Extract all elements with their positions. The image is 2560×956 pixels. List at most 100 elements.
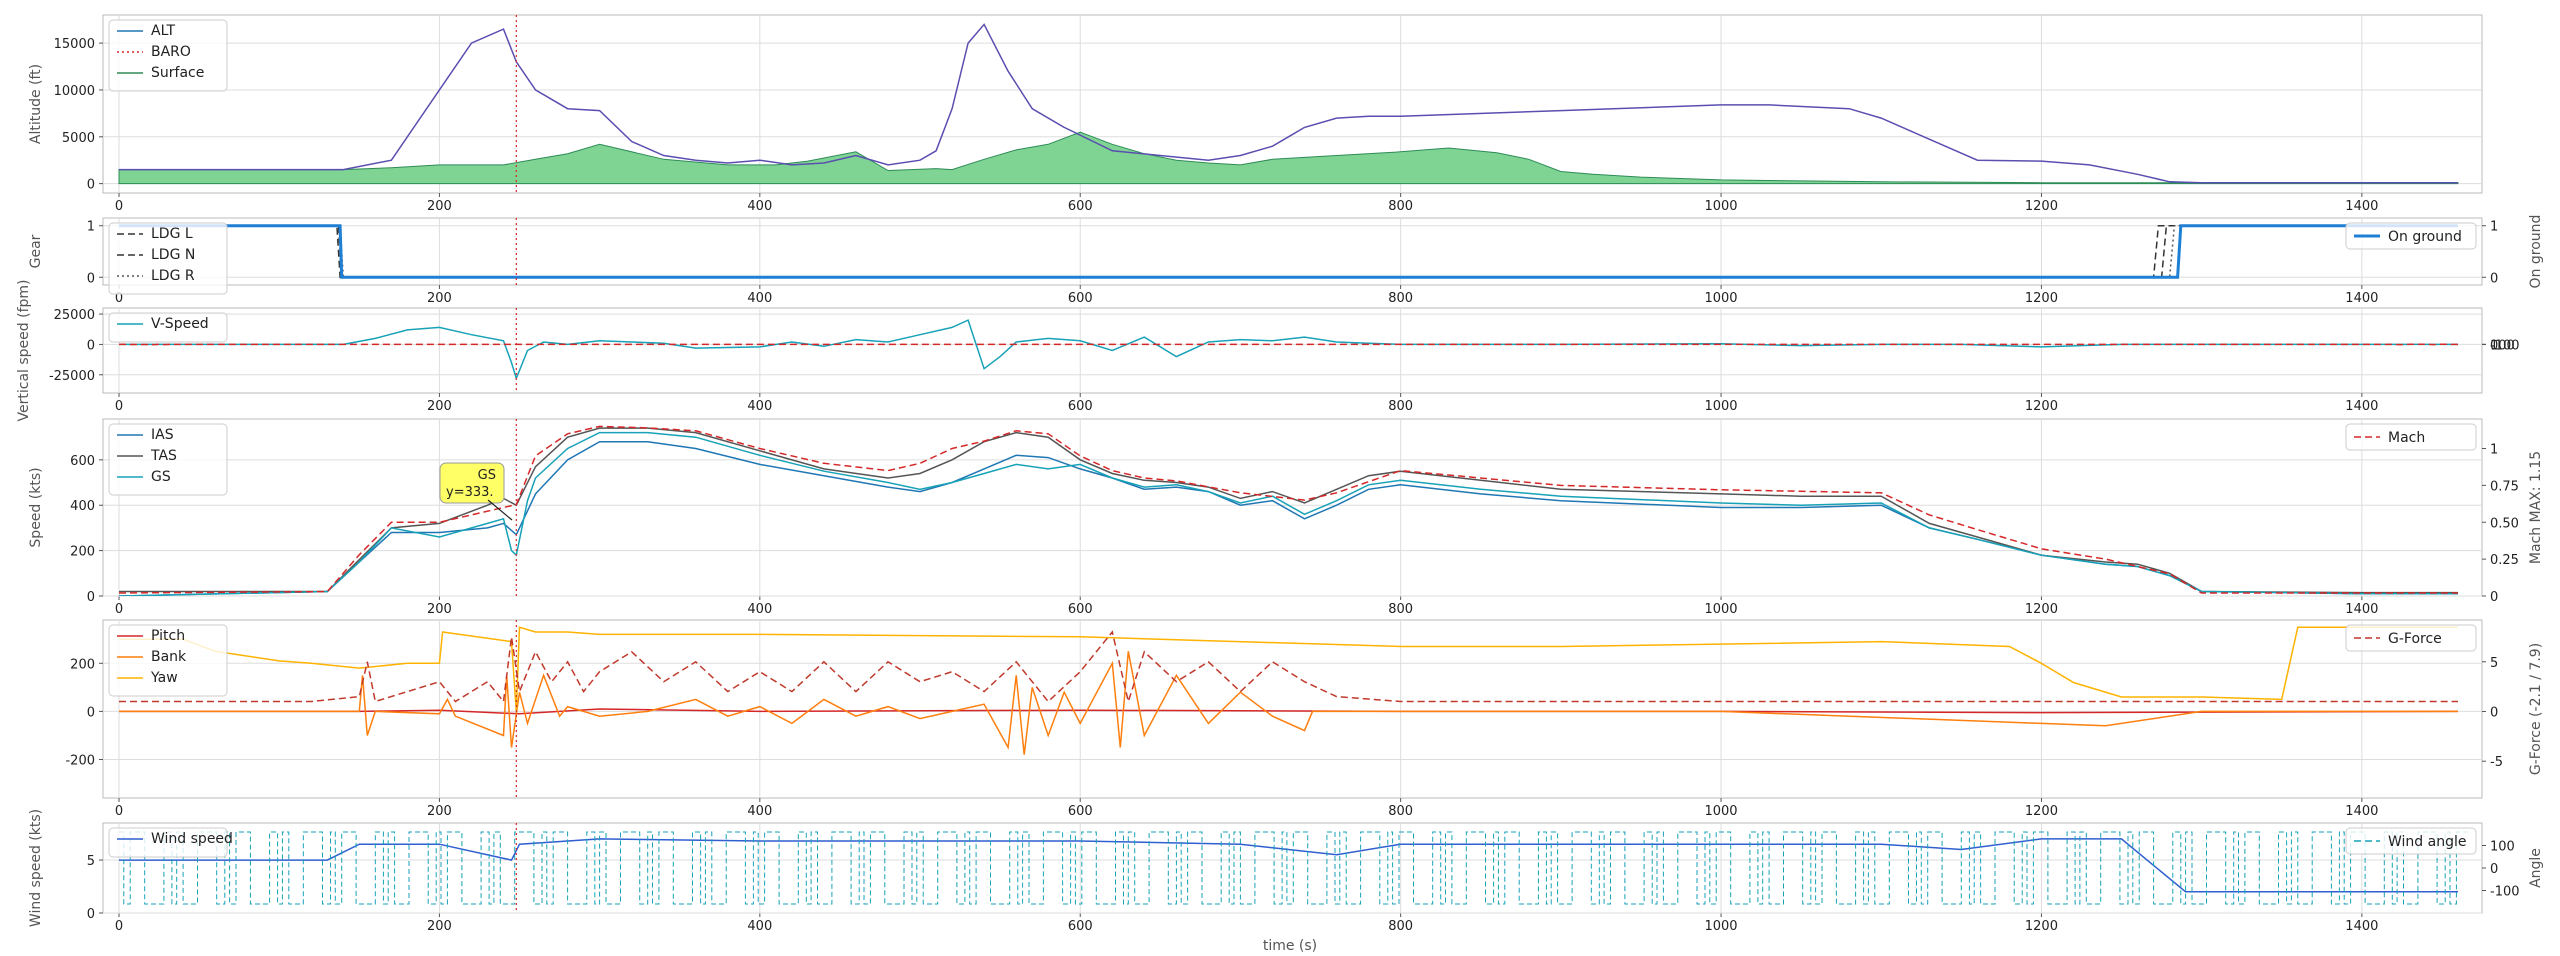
legend-right: On ground bbox=[2345, 222, 2477, 250]
legend-label: TAS bbox=[150, 448, 177, 464]
series-tas bbox=[119, 427, 2458, 594]
series-bank bbox=[119, 651, 2458, 755]
y2-tick-label: 0 bbox=[2490, 590, 2498, 605]
y-axis-label: Speed (kts) bbox=[28, 467, 44, 547]
legend-box bbox=[2345, 222, 2477, 250]
y2-axis-label: Mach MAX: 1.15 bbox=[2528, 451, 2544, 564]
legend-label: ALT bbox=[151, 23, 175, 39]
series-group bbox=[119, 626, 2459, 755]
chart-panels: 0 200 400 600 800 1000 1200 1400050001000015000… bbox=[16, 14, 2544, 934]
x-tick-label: 800 bbox=[1388, 919, 1413, 934]
x-tick-label: 1200 bbox=[2025, 199, 2058, 214]
x-tick-label: 0 bbox=[115, 399, 123, 414]
y-tick-label: 5000 bbox=[62, 131, 95, 146]
y-tick-label: 5 bbox=[87, 854, 95, 869]
legend-left: IAS TAS GS bbox=[108, 423, 228, 496]
series-wind-speed bbox=[119, 838, 2458, 893]
legend-box bbox=[108, 312, 228, 343]
legend-box bbox=[2345, 827, 2477, 855]
gs-annotation: GS y=333. bbox=[439, 462, 513, 521]
x-tick-label: 600 bbox=[1068, 199, 1093, 214]
x-tick-label: 800 bbox=[1388, 804, 1413, 819]
x-tick-label: 200 bbox=[427, 602, 452, 617]
x-tick-label: 400 bbox=[747, 804, 772, 819]
x-tick-label: 200 bbox=[427, 199, 452, 214]
series-mach bbox=[118, 425, 2458, 594]
y2-tick-label: 0.25 bbox=[2490, 553, 2519, 568]
series-group bbox=[118, 23, 2459, 185]
x-tick-label: 200 bbox=[427, 291, 452, 306]
legend-label: Wind speed bbox=[151, 831, 233, 847]
x-tick-label: 1400 bbox=[2345, 399, 2378, 414]
y-tick-label: -25000 bbox=[49, 369, 95, 384]
x-tick-label: 800 bbox=[1388, 199, 1413, 214]
series-group bbox=[118, 425, 2458, 596]
series-wind-angle bbox=[119, 831, 2471, 905]
y-tick-label: 0 bbox=[87, 338, 95, 353]
y2-tick-label: 0.50 bbox=[2490, 516, 2519, 531]
x-tick-label: 600 bbox=[1068, 399, 1093, 414]
x-tick-label: 1000 bbox=[1704, 804, 1737, 819]
y-tick-label: 0 bbox=[87, 178, 95, 193]
legend-left: ALT BARO Surface bbox=[108, 19, 228, 92]
series-group bbox=[119, 224, 2458, 279]
x-tick-label: 200 bbox=[427, 399, 452, 414]
legend-label: BARO bbox=[151, 44, 191, 60]
x-tick-label: 0 bbox=[115, 804, 123, 819]
y-axis-label: Altitude (ft) bbox=[28, 64, 44, 144]
x-tick-label: 1200 bbox=[2025, 804, 2058, 819]
y-tick-label: 200 bbox=[70, 545, 95, 560]
x-tick-label: 0 bbox=[115, 199, 123, 214]
y-tick-label: 0 bbox=[87, 705, 95, 720]
y2-tick-label: 0 bbox=[2490, 862, 2498, 877]
legend-label: Mach bbox=[2388, 430, 2425, 446]
series-group bbox=[119, 831, 2471, 905]
y-tick-label: 10000 bbox=[54, 84, 95, 99]
x-tick-label: 1400 bbox=[2345, 804, 2378, 819]
y-tick-label: -200 bbox=[65, 754, 95, 769]
x-tick-label: 600 bbox=[1068, 919, 1093, 934]
y2-axis-label: G-Force (-2.1 / 7.9) bbox=[2528, 643, 2544, 775]
y2-tick-label: -100 bbox=[2490, 339, 2520, 354]
legend-label: G-Force bbox=[2388, 631, 2442, 647]
y2-axis-label: Angle bbox=[2528, 848, 2544, 888]
series-yaw bbox=[119, 626, 2458, 712]
annotation-title: GS bbox=[478, 468, 496, 483]
x-tick-label: 0 bbox=[115, 919, 123, 934]
legend-label: LDG L bbox=[151, 226, 193, 242]
x-tick-label: 1000 bbox=[1704, 919, 1737, 934]
legend-label: GS bbox=[151, 469, 171, 485]
x-tick-label: 1200 bbox=[2025, 399, 2058, 414]
x-tick-label: 800 bbox=[1388, 399, 1413, 414]
y2-tick-label: 1 bbox=[2490, 443, 2498, 458]
y-tick-label: 25000 bbox=[54, 308, 95, 323]
legend-label: LDG N bbox=[151, 247, 195, 263]
series-g-force bbox=[119, 630, 2458, 705]
plot-area bbox=[102, 822, 2483, 914]
y-axis-label: Wind speed (kts) bbox=[28, 809, 44, 927]
y2-tick-label: 0 bbox=[2490, 271, 2498, 286]
x-tick-label: 0 bbox=[115, 602, 123, 617]
y-tick-label: 0 bbox=[87, 590, 95, 605]
y-tick-label: 15000 bbox=[54, 37, 95, 52]
plot-area bbox=[102, 619, 2483, 799]
legend-left: LDG L LDG N LDG R bbox=[108, 222, 228, 295]
y2-tick-label: -5 bbox=[2490, 755, 2503, 770]
y2-tick-label: 1 bbox=[2490, 220, 2498, 235]
x-tick-label: 1000 bbox=[1704, 399, 1737, 414]
annotation-arrow bbox=[487, 499, 513, 521]
legend-label: LDG R bbox=[151, 268, 195, 284]
y2-tick-label: 0 bbox=[2490, 705, 2498, 720]
x-tick-label: 400 bbox=[747, 199, 772, 214]
legend-label: Pitch bbox=[151, 628, 185, 644]
y2-tick-label: -100 bbox=[2490, 885, 2520, 900]
legend-label: Surface bbox=[151, 65, 204, 81]
panel-vspeed: 0 200 400 600 800 1000 1200 1400-25000025000-10… bbox=[16, 280, 2520, 422]
plot-area bbox=[102, 307, 2483, 394]
legend-right: Mach bbox=[2345, 423, 2477, 451]
y2-tick-label: 5 bbox=[2490, 656, 2498, 671]
legend-box bbox=[108, 827, 228, 858]
series-on-ground bbox=[119, 224, 2458, 279]
panel-attitude: 0 200 400 600 800 1000 1200 1400 -200 0 200 -5 0 5 G-F… bbox=[65, 619, 2544, 819]
